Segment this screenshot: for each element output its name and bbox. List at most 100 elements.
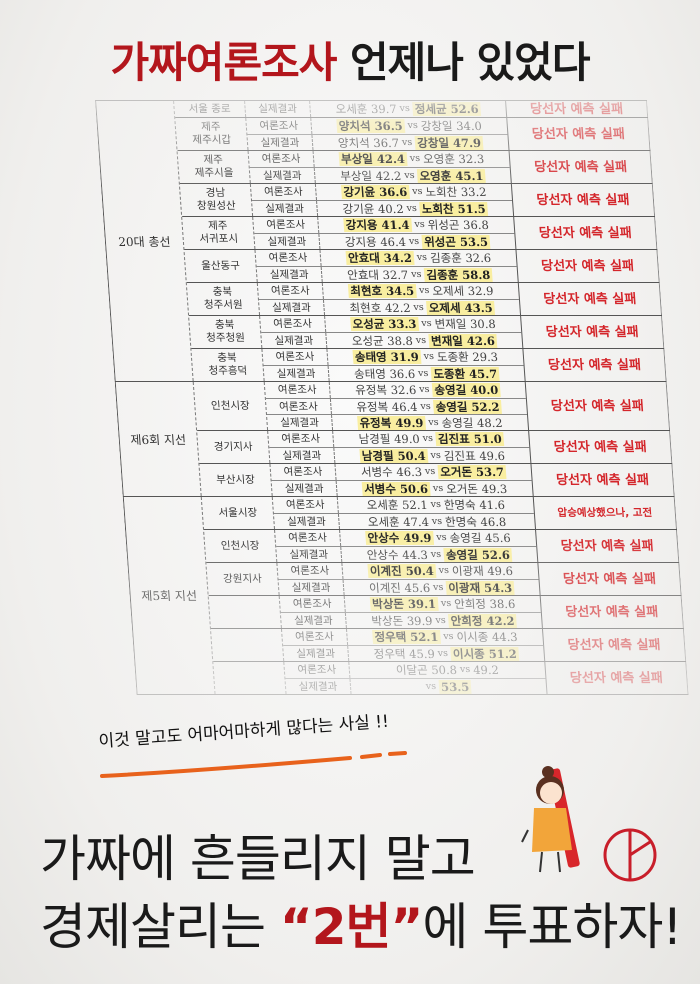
candidate-score: 위성곤 53.5 bbox=[421, 234, 491, 249]
table-row: 여론조사 이달곤 50.8 vs 49.2 bbox=[284, 662, 545, 678]
candidate-score: 양치석 36.7 bbox=[337, 135, 400, 150]
row-type: 실제결과 bbox=[258, 300, 326, 315]
candidate-score: 송영길 52.6 bbox=[443, 547, 513, 562]
row-type: 여론조사 bbox=[268, 431, 335, 447]
table-row: 여론조사 유정복 46.4 vs 송영길 52.2 bbox=[265, 398, 527, 414]
candidate-score: 박상돈 39.9 bbox=[370, 613, 433, 628]
result-cell: 유정복 46.4 vs 송영길 52.2 bbox=[331, 399, 527, 414]
region-block: 경기지사 여론조사 남경필 49.0 vs 김진표 51.0 실제결과 남경필 50.4 vs… bbox=[197, 430, 673, 463]
candidate-score: 안상수 44.3 bbox=[366, 547, 429, 562]
row-type: 여론조사 bbox=[250, 184, 317, 200]
candidate-score: 노회찬 51.5 bbox=[419, 201, 489, 216]
verdict-label: 압승예상했으나, 고전 bbox=[533, 497, 677, 529]
verdict-label: 당선자 예측 실패 bbox=[540, 596, 684, 628]
verdict-label: 당선자 예측 실패 bbox=[514, 217, 658, 249]
row-type: 여론조사 bbox=[270, 464, 337, 480]
region-label: 인천시장 bbox=[193, 382, 269, 430]
table-row: 실제결과 부상일 42.2 vs 오영훈 45.1 bbox=[249, 167, 511, 183]
row-list: 여론조사 부상일 42.4 vs 오영훈 32.3 실제결과 부상일 42.2 vs 오영훈 … bbox=[248, 151, 512, 183]
slogan-line-2-pre: 경제살리는 bbox=[40, 898, 280, 956]
vs-label: vs bbox=[437, 647, 449, 659]
candidate-score: 강지용 41.4 bbox=[343, 218, 412, 232]
candidate-score: 강지용 46.4 bbox=[344, 234, 407, 249]
table-row: 실제결과 송태영 36.6 vs 도종환 45.7 bbox=[263, 365, 525, 381]
vs-label: vs bbox=[442, 631, 454, 642]
vs-label: vs bbox=[434, 614, 446, 626]
result-cell: 오세훈 47.4 vs 한명숙 46.8 bbox=[339, 514, 535, 529]
table-row: 여론조사 서병수 46.3 vs 오거돈 53.7 bbox=[270, 464, 531, 480]
table-row: 실제결과 오세훈 39.7 vs 정세균 52.6 bbox=[245, 101, 506, 117]
result-cell: 강기윤 36.6 vs 노회찬 33.2 bbox=[316, 184, 512, 200]
candidate-score: 안효대 34.2 bbox=[345, 251, 415, 265]
vs-label: vs bbox=[414, 219, 426, 230]
result-cell: 최현호 34.5 vs 오제세 32.9 bbox=[323, 283, 519, 299]
row-type: 실제결과 bbox=[252, 201, 319, 216]
vs-label: vs bbox=[422, 433, 434, 444]
verdict-label: 당선자 예측 실패 bbox=[506, 101, 649, 117]
table-row: 실제결과 이계진 45.6 vs 이광재 54.3 bbox=[278, 579, 540, 595]
row-list: 여론조사 서병수 46.3 vs 오거돈 53.7 실제결과 서병수 50.6 vs 오거돈 … bbox=[270, 464, 534, 496]
vs-label: vs bbox=[438, 565, 450, 576]
result-cell: 박상돈 39.1 vs 안희정 38.6 bbox=[345, 596, 541, 612]
table-row: 여론조사 유정복 32.6 vs 송영길 40.0 bbox=[264, 382, 526, 398]
candidate-score: 이시종 44.3 bbox=[456, 630, 519, 644]
result-cell: 유정복 32.6 vs 송영길 40.0 bbox=[330, 382, 526, 398]
candidate-score: 오세훈 52.1 bbox=[366, 498, 429, 512]
verdict-label: 당선자 예측 실패 bbox=[538, 563, 682, 595]
verdict-label: 당선자 예측 실패 bbox=[507, 118, 651, 150]
row-list: 여론조사 안상수 49.9 vs 송영길 45.6 실제결과 안상수 44.3 vs 송영길 … bbox=[275, 530, 539, 562]
result-cell: 오성균 33.3 vs 변재일 30.8 bbox=[325, 316, 521, 332]
region-label bbox=[213, 662, 287, 694]
row-list: 여론조사 유정복 32.6 vs 송영길 40.0 여론조사 유정복 46.4 vs 송영길 … bbox=[264, 382, 530, 430]
result-cell: 서병수 46.3 vs 오거돈 53.7 bbox=[335, 464, 531, 480]
table-row: 실제결과 박상돈 39.9 vs 안희정 42.2 bbox=[280, 612, 542, 628]
row-type: 실제결과 bbox=[273, 514, 340, 529]
table-row: 여론조사 오세훈 52.1 vs 한명숙 41.6 bbox=[272, 497, 534, 513]
table-row: 실제결과 안상수 44.3 vs 송영길 52.6 bbox=[276, 546, 538, 562]
vs-label: vs bbox=[401, 136, 413, 148]
candidate-score: 오거돈 53.7 bbox=[437, 465, 507, 479]
vs-label: vs bbox=[420, 400, 432, 412]
headline: 가짜여론조사 언제나 있었다 bbox=[0, 38, 700, 88]
verdict-label: 당선자 예측 실패 bbox=[529, 431, 673, 463]
table-row: 실제결과 오세훈 47.4 vs 한명숙 46.8 bbox=[273, 513, 535, 529]
row-type: 실제결과 bbox=[254, 234, 321, 249]
region-block: 충북 청주청원 여론조사 오성균 33.3 vs 변재일 30.8 실제결과 오성균 38.… bbox=[189, 315, 665, 348]
result-cell: 부상일 42.2 vs 오영훈 45.1 bbox=[315, 168, 511, 183]
row-list: 실제결과 오세훈 39.7 vs 정세균 52.6 bbox=[245, 101, 508, 117]
row-type: 여론조사 bbox=[255, 250, 322, 266]
result-cell: 안상수 49.9 vs 송영길 45.6 bbox=[340, 530, 536, 546]
region-label: 부산시장 bbox=[199, 464, 273, 496]
table-row: 여론조사 안상수 49.9 vs 송영길 45.6 bbox=[275, 530, 536, 546]
candidate-score: 송영길 45.6 bbox=[449, 531, 512, 545]
row-type: 실제결과 bbox=[245, 101, 312, 117]
row-type: 실제결과 bbox=[285, 679, 352, 694]
verdict-label: 당선자 예측 실패 bbox=[521, 316, 665, 348]
headline-rest: 언제나 있었다 bbox=[336, 38, 590, 87]
candidate-score: 한명숙 41.6 bbox=[443, 498, 506, 512]
candidate-score: 오제세 32.9 bbox=[431, 284, 494, 298]
candidate-score: 안희정 38.6 bbox=[453, 597, 516, 611]
row-type: 실제결과 bbox=[261, 333, 328, 348]
candidate-score: 안희정 42.2 bbox=[448, 613, 517, 628]
table-row: 여론조사 양치석 36.5 vs 강창일 34.0 bbox=[246, 118, 507, 134]
region-label: 경남 창원성산 bbox=[179, 184, 254, 216]
row-type: 실제결과 bbox=[283, 646, 350, 661]
candidate-score: 49.2 bbox=[472, 663, 500, 677]
vs-label: vs bbox=[408, 235, 420, 247]
row-type: 여론조사 bbox=[277, 563, 344, 579]
region-block: 충북 청주흥덕 여론조사 송태영 31.9 vs 도종환 29.3 실제결과 송태영 36.… bbox=[191, 348, 667, 381]
verdict-label: 당선자 예측 실패 bbox=[516, 250, 660, 282]
verdict-label: 당선자 예측 실패 bbox=[525, 382, 671, 430]
poll-results-table: 20대 총선 서울 종로 실제결과 오세훈 39.7 vs 정세균 52.6 당선자 예측 … bbox=[95, 100, 689, 695]
result-cell: 강지용 46.4 vs 위성곤 53.5 bbox=[319, 234, 515, 249]
region-block: 인천시장 여론조사 안상수 49.9 vs 송영길 45.6 실제결과 안상수 44.3 vs… bbox=[203, 529, 680, 562]
row-list: 여론조사 강기윤 36.6 vs 노회찬 33.2 실제결과 강기윤 40.2 vs 노회찬 … bbox=[250, 184, 515, 216]
result-cell: 안효대 32.7 vs 김종훈 58.8 bbox=[322, 267, 518, 282]
table-row: 실제결과 서병수 50.6 vs 오거돈 49.3 bbox=[271, 480, 533, 496]
table-row: 여론조사 오성균 33.3 vs 변재일 30.8 bbox=[260, 316, 521, 332]
row-list: 여론조사 양치석 36.5 vs 강창일 34.0 실제결과 양치석 36.7 vs 강창일 … bbox=[246, 118, 510, 150]
region-label: 충북 청주청원 bbox=[189, 316, 263, 348]
table-row: 여론조사 이계진 50.4 vs 이광재 49.6 bbox=[277, 563, 538, 579]
result-cell: 정우택 45.9 vs 이시종 51.2 bbox=[348, 646, 544, 661]
